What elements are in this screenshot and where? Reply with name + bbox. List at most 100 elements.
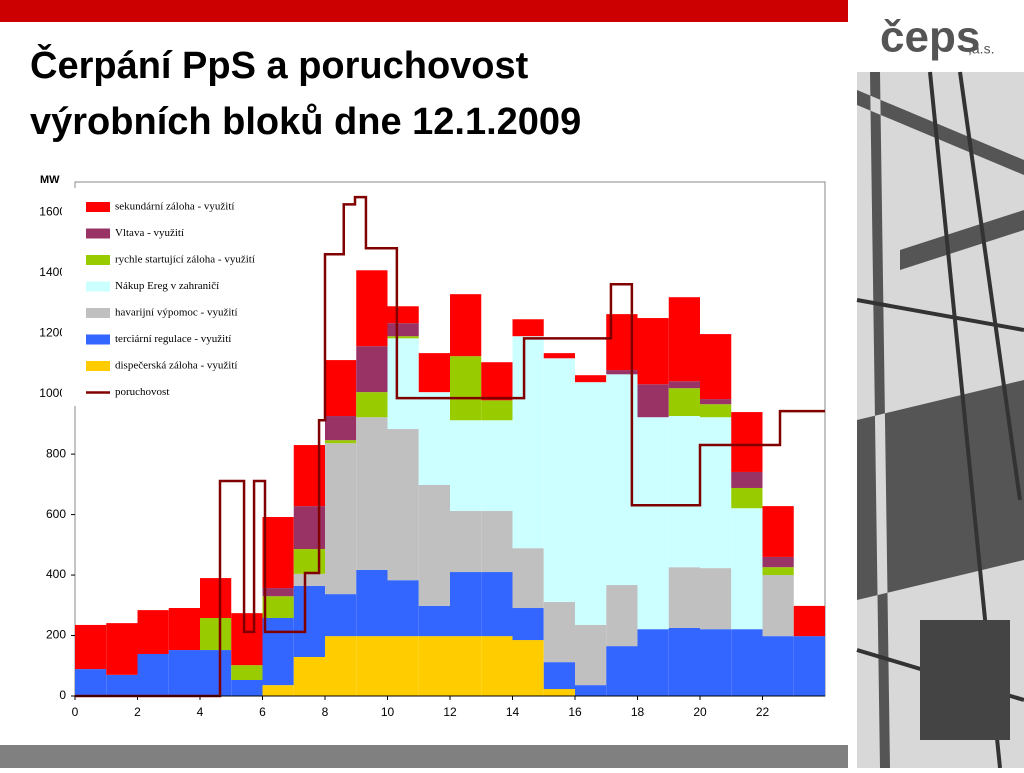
photo (856, 71, 1024, 769)
bar-segment (137, 610, 169, 654)
title-line: Čerpání PpS a poruchovost (30, 42, 529, 87)
bar-segment (450, 294, 482, 357)
x-tick-label: 18 (631, 705, 645, 719)
legend-label: sekundární záloha - využití (115, 201, 234, 213)
bar-segment (356, 346, 388, 393)
bar-segment (450, 572, 482, 637)
bar-segment (387, 306, 419, 324)
bar-segment (356, 417, 388, 570)
bar-segment (637, 417, 669, 630)
bar-segment (200, 650, 232, 696)
bar-segment (731, 629, 763, 696)
x-tick-label: 12 (443, 705, 457, 719)
x-tick-label: 2 (134, 705, 141, 719)
bar-segment (543, 601, 575, 663)
legend-label: poruchovost (115, 386, 169, 398)
bar-segment (231, 613, 263, 666)
bar-segment (200, 578, 232, 618)
bar-segment (262, 596, 294, 618)
y-tick-label: 1000 (39, 386, 66, 400)
bar-segment (793, 636, 825, 696)
bar-segment (700, 417, 732, 569)
bar-segment (387, 338, 419, 430)
bar-segment (575, 375, 607, 383)
bar-segment (450, 510, 482, 573)
bar-segment (762, 567, 794, 576)
line-series (75, 195, 825, 698)
bar-segment (668, 416, 700, 568)
bar-segment (575, 624, 607, 686)
legend-box (62, 188, 312, 406)
bar-segment (637, 629, 669, 696)
plot: 0 200 400 600 800 1000 1200 1400 1600 0 2 4 6 8 10 12 14… (39, 181, 826, 719)
bar-segment (325, 443, 357, 595)
bar-segment (481, 362, 513, 401)
bar-segment (325, 440, 357, 444)
bar-segment (700, 399, 732, 405)
y-tick-label: 600 (46, 507, 66, 521)
logo: čeps (880, 13, 980, 62)
bar-segment (762, 636, 794, 696)
bar-segment (418, 605, 450, 637)
bar-segment (75, 669, 107, 696)
legend-label: Nákup Ereg v zahraničí (115, 280, 219, 292)
title-line: výrobních bloků dne 12.1.2009 (30, 101, 581, 143)
legend-label: havarijní výpomoc - využití (115, 307, 238, 319)
bar-segment (481, 636, 513, 696)
x-tick-label: 8 (322, 705, 329, 719)
bar-segment (543, 662, 575, 690)
x-tick-label: 22 (756, 705, 770, 719)
bar-segment (668, 381, 700, 389)
bar-segment (262, 685, 294, 696)
legend-swatch (86, 334, 110, 345)
bar-segment (262, 617, 294, 686)
bar-segment (418, 392, 450, 485)
top-bar (0, 0, 848, 22)
bar-segment (200, 617, 232, 651)
legend-swatch (86, 255, 110, 265)
legend-swatch (86, 308, 110, 318)
bar-segment (450, 636, 482, 696)
bar-segment (325, 594, 357, 637)
bar-segment (637, 384, 669, 418)
bar-segment (793, 605, 825, 637)
x-tick-label: 16 (568, 705, 582, 719)
bar-segment (731, 508, 763, 630)
bar-segment (668, 297, 700, 382)
legend-label: Vltava - využití (115, 227, 184, 239)
bar-segment (731, 471, 763, 488)
bar-segment (512, 319, 544, 337)
bar-segment (262, 588, 294, 597)
bar-segment (262, 517, 294, 589)
bar-segment (606, 585, 638, 647)
y-axis-label: MW (40, 174, 60, 186)
bar-segment (356, 636, 388, 696)
bar-segment (512, 548, 544, 609)
legend-swatch (86, 202, 110, 212)
y-tick-label: 200 (46, 628, 66, 642)
x-tick-label: 10 (381, 705, 395, 719)
bar-segment (512, 608, 544, 641)
bar-segment (418, 353, 450, 393)
bar-segment (325, 416, 357, 441)
legend-label: terciární regulace - využití (115, 333, 231, 345)
bar-segment (481, 400, 513, 421)
legend-swatch (86, 361, 110, 371)
y-tick-label: 0 (59, 688, 66, 702)
bar-segment (387, 336, 419, 339)
bar-segment (481, 572, 513, 637)
bar-segment (700, 568, 732, 630)
bar-segment (356, 270, 388, 347)
legend-swatch (86, 281, 110, 292)
y-tick-label: 1600 (39, 204, 66, 218)
bar-segment (387, 323, 419, 337)
y-tick-label: 400 (46, 567, 66, 581)
bottom-bar (0, 745, 848, 768)
bar-segment (450, 356, 482, 421)
legend-label: rychle startující záloha - využití (115, 254, 255, 266)
bar-segment (75, 624, 107, 670)
legend-swatch (86, 228, 110, 239)
bar-segment (668, 567, 700, 628)
bar-segment (762, 506, 794, 557)
